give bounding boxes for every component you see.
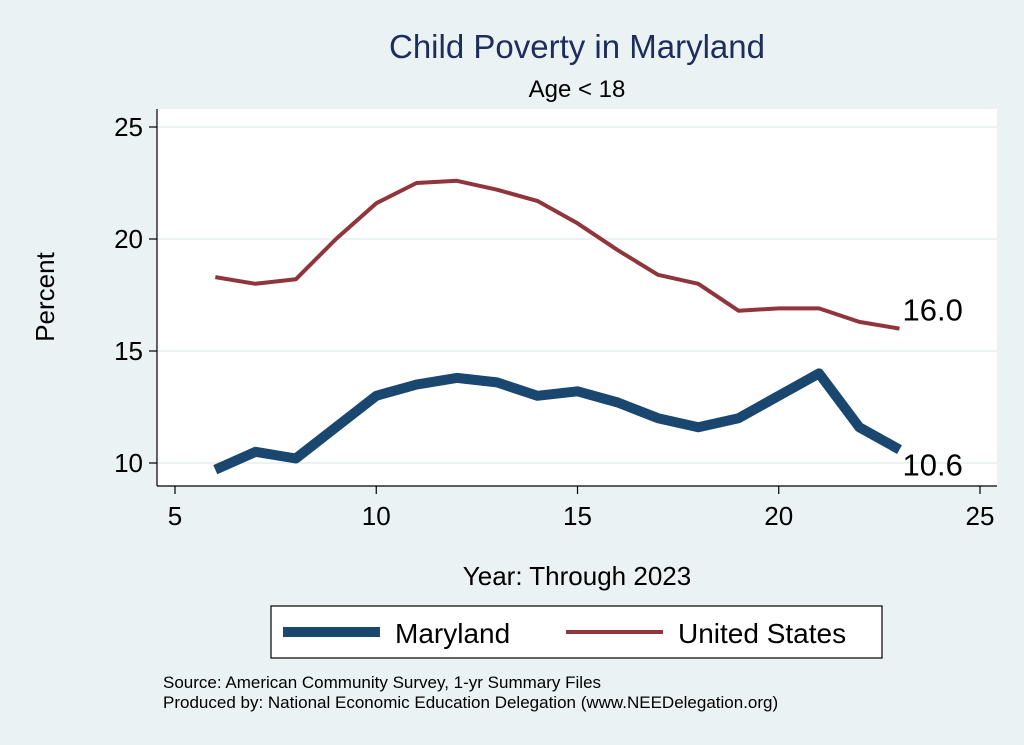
source-note: Source: American Community Survey, 1-yr … [163, 673, 601, 692]
y-axis-title: Percent [30, 251, 60, 341]
y-tick-label: 10 [114, 448, 143, 478]
end-labels: 10.6 16.0 [903, 293, 963, 483]
y-tick-label: 25 [114, 112, 143, 142]
series-line-united-states [214, 178, 900, 331]
x-axis-title: Year: Through 2023 [463, 561, 691, 591]
axes: 10 15 20 25 5 10 15 20 25 [114, 109, 997, 531]
legend-label-united-states: United States [678, 618, 846, 649]
end-label-maryland: 10.6 [903, 448, 963, 483]
x-tick-label: 10 [362, 501, 391, 531]
legend-label-maryland: Maryland [395, 618, 510, 649]
series-lines [213, 178, 902, 475]
x-tick-label: 25 [966, 501, 995, 531]
legend: Maryland United States [270, 605, 883, 659]
chart-title: Child Poverty in Maryland [389, 28, 765, 65]
y-tick-label: 20 [114, 224, 143, 254]
x-tick-label: 15 [563, 501, 592, 531]
x-tick-label: 5 [168, 501, 182, 531]
x-tick-label: 20 [764, 501, 793, 531]
chart-subtitle: Age < 18 [529, 76, 626, 103]
series-line-maryland [213, 368, 902, 475]
y-tick-label: 15 [114, 336, 143, 366]
end-label-united-states: 16.0 [903, 293, 963, 328]
produced-by-note: Produced by: National Economic Education… [163, 693, 778, 712]
